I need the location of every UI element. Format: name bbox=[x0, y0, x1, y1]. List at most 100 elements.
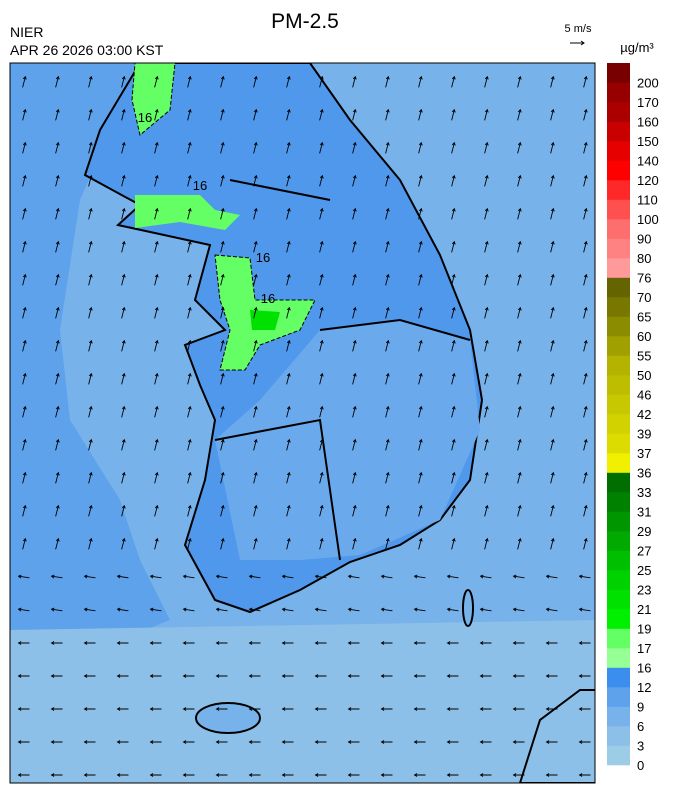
wind-arrow bbox=[583, 174, 588, 187]
wind-arrow bbox=[319, 141, 324, 154]
wind-arrow bbox=[446, 707, 459, 711]
wind-arrow bbox=[583, 372, 588, 385]
wind-arrow bbox=[22, 306, 27, 319]
wind-arrow bbox=[154, 75, 159, 88]
colorbar-label: 0 bbox=[637, 758, 644, 773]
wind-arrow bbox=[512, 574, 525, 579]
colorbar-label: 3 bbox=[637, 739, 644, 754]
wind-arrow bbox=[352, 405, 357, 418]
wind-arrow bbox=[413, 607, 426, 612]
wind-arrow bbox=[88, 108, 93, 121]
wind-arrow bbox=[116, 641, 129, 645]
wind-arrow bbox=[215, 707, 228, 711]
wind-arrow bbox=[512, 773, 525, 777]
colorbar-label: 80 bbox=[637, 251, 651, 266]
wind-arrow bbox=[385, 471, 390, 484]
wind-arrow bbox=[380, 773, 393, 777]
wind-arrow bbox=[314, 641, 327, 645]
wind-arrow bbox=[352, 504, 357, 517]
wind-arrow bbox=[484, 75, 489, 88]
wind-arrow bbox=[187, 504, 192, 517]
wind-arrow bbox=[22, 438, 27, 451]
wind-arrow bbox=[319, 438, 324, 451]
colorbar-label: 21 bbox=[637, 602, 651, 617]
wind-arrow bbox=[517, 438, 522, 451]
wind-arrow bbox=[215, 773, 228, 777]
colorbar-label: 29 bbox=[637, 524, 651, 539]
wind-arrow bbox=[413, 740, 426, 744]
wind-arrow bbox=[121, 75, 126, 88]
wind-arrow bbox=[352, 306, 357, 319]
pm-zone bbox=[131, 63, 176, 136]
wind-arrow bbox=[380, 607, 393, 612]
colorbar-swatch bbox=[607, 414, 630, 434]
map-frame bbox=[9, 62, 596, 784]
wind-arrow bbox=[418, 141, 423, 154]
wind-arrow bbox=[286, 174, 291, 187]
wind-arrow bbox=[22, 537, 27, 550]
wind-arrow bbox=[248, 641, 261, 645]
colorbar-label: 140 bbox=[637, 154, 659, 169]
wind-arrow bbox=[451, 75, 456, 88]
wind-arrow bbox=[215, 574, 228, 579]
wind-arrow bbox=[352, 207, 357, 220]
wind-arrow bbox=[418, 240, 423, 253]
wind-arrow bbox=[83, 641, 96, 645]
wind-arrow bbox=[550, 306, 555, 319]
wind-arrow bbox=[55, 339, 60, 352]
wind-arrow bbox=[55, 306, 60, 319]
wind-arrow bbox=[484, 405, 489, 418]
wind-arrow bbox=[418, 174, 423, 187]
wind-arrow bbox=[253, 273, 258, 286]
wind-arrow bbox=[154, 240, 159, 253]
wind-arrow bbox=[479, 607, 492, 612]
wind-arrow bbox=[583, 273, 588, 286]
wind-arrow bbox=[187, 372, 192, 385]
wind-arrow bbox=[418, 108, 423, 121]
wind-arrow bbox=[314, 707, 327, 711]
colorbar-label: 9 bbox=[637, 700, 644, 715]
wind-arrow bbox=[484, 372, 489, 385]
wind-arrow bbox=[319, 504, 324, 517]
wind-arrow bbox=[550, 339, 555, 352]
wind-arrow bbox=[484, 174, 489, 187]
wind-arrow bbox=[451, 273, 456, 286]
wind-arrow bbox=[550, 207, 555, 220]
wind-arrow bbox=[385, 372, 390, 385]
wind-arrow bbox=[286, 108, 291, 121]
wind-arrow bbox=[550, 405, 555, 418]
wind-arrow bbox=[116, 574, 129, 579]
wind-arrow bbox=[220, 339, 225, 352]
colorbar-swatch bbox=[607, 648, 630, 668]
wind-arrow bbox=[17, 607, 30, 612]
wind-arrow bbox=[451, 537, 456, 550]
wind-arrow bbox=[55, 537, 60, 550]
wind-arrow bbox=[385, 174, 390, 187]
wind-arrow bbox=[418, 504, 423, 517]
wind-arrow bbox=[385, 405, 390, 418]
wind-arrow bbox=[55, 372, 60, 385]
wind-arrow bbox=[479, 740, 492, 744]
wind-arrow bbox=[319, 240, 324, 253]
colorbar-label: 31 bbox=[637, 505, 651, 520]
wind-arrow bbox=[220, 240, 225, 253]
wind-arrow bbox=[413, 574, 426, 579]
wind-arrow bbox=[281, 707, 294, 711]
wind-arrow bbox=[418, 273, 423, 286]
wind-arrow bbox=[446, 574, 459, 579]
wind-arrow bbox=[512, 674, 525, 678]
wind-arrow bbox=[220, 108, 225, 121]
sea-lower bbox=[10, 620, 595, 783]
wind-arrow bbox=[248, 574, 261, 579]
wind-arrow bbox=[418, 438, 423, 451]
wind-arrow bbox=[578, 773, 591, 777]
colorbar-label: 200 bbox=[637, 76, 659, 91]
wind-arrow bbox=[22, 174, 27, 187]
wind-arrow bbox=[479, 574, 492, 579]
wind-arrow bbox=[281, 574, 294, 579]
wind-arrow bbox=[446, 740, 459, 744]
wind-arrow bbox=[578, 707, 591, 711]
wind-arrow bbox=[121, 306, 126, 319]
wind-arrow bbox=[451, 108, 456, 121]
colorbar-label: 60 bbox=[637, 329, 651, 344]
